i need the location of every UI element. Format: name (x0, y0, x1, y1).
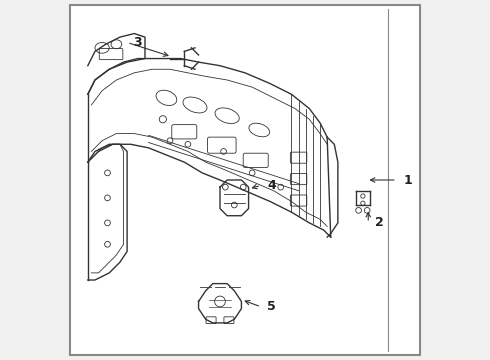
Text: 2: 2 (374, 216, 383, 229)
Text: 3: 3 (133, 36, 142, 49)
FancyBboxPatch shape (70, 5, 420, 355)
Text: 1: 1 (403, 174, 412, 186)
Text: 5: 5 (268, 300, 276, 313)
Text: 4: 4 (268, 179, 276, 192)
